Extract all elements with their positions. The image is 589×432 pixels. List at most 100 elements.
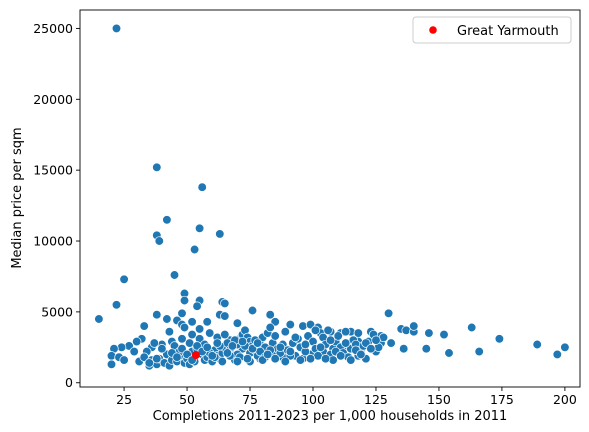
data-point xyxy=(202,317,212,327)
data-point xyxy=(336,351,346,361)
x-tick-label: 25 xyxy=(116,392,132,407)
data-point xyxy=(215,229,225,239)
data-point xyxy=(132,336,142,347)
plot-frame xyxy=(79,9,581,388)
x-tick-label: 125 xyxy=(364,392,388,407)
data-point xyxy=(300,339,311,350)
data-point xyxy=(220,311,230,321)
data-point xyxy=(424,328,434,338)
data-point xyxy=(207,351,217,361)
data-point xyxy=(263,349,273,360)
data-point xyxy=(242,354,253,364)
data-point xyxy=(366,344,376,354)
y-tick-label: 5000 xyxy=(41,304,73,319)
data-point xyxy=(320,354,331,364)
data-point xyxy=(341,327,351,337)
data-point xyxy=(179,322,190,333)
data-point xyxy=(162,314,172,324)
data-point xyxy=(232,356,243,367)
data-point xyxy=(187,317,197,327)
data-point xyxy=(290,332,301,343)
data-point xyxy=(341,338,351,348)
data-point xyxy=(119,274,129,284)
highlight-points xyxy=(191,351,200,360)
data-point xyxy=(399,344,409,354)
data-point xyxy=(220,298,230,309)
data-point xyxy=(111,300,122,310)
data-point xyxy=(467,322,477,333)
data-point xyxy=(172,352,182,362)
data-point xyxy=(194,223,205,233)
data-point xyxy=(232,318,243,328)
data-point xyxy=(157,344,167,354)
data-point xyxy=(197,182,207,192)
data-point xyxy=(356,349,366,360)
data-point xyxy=(139,321,149,331)
data-point xyxy=(247,305,258,316)
data-point xyxy=(444,348,454,358)
data-point xyxy=(227,341,238,351)
data-point xyxy=(265,310,275,320)
y-tick-label: 15000 xyxy=(33,163,73,178)
data-point xyxy=(328,355,338,365)
data-point xyxy=(371,335,381,345)
data-point xyxy=(401,325,411,335)
data-point xyxy=(386,338,396,348)
data-point xyxy=(560,342,570,352)
y-tick-label: 25000 xyxy=(33,21,73,36)
legend-frame xyxy=(412,16,572,44)
data-point xyxy=(270,331,280,341)
data-point xyxy=(205,328,215,338)
data-point xyxy=(106,351,117,361)
data-point xyxy=(346,355,356,365)
plot-background xyxy=(80,10,580,387)
data-point xyxy=(275,342,285,352)
data-point xyxy=(315,342,326,352)
data-point xyxy=(333,331,343,341)
data-point xyxy=(194,324,205,334)
data-point xyxy=(310,325,321,335)
data-point xyxy=(202,342,212,352)
data-point xyxy=(106,359,117,369)
data-point xyxy=(280,356,290,367)
data-point xyxy=(217,356,227,367)
data-point xyxy=(285,319,295,330)
data-point xyxy=(474,346,484,357)
data-point xyxy=(119,355,129,365)
data-point xyxy=(222,348,233,358)
data-point xyxy=(421,344,431,354)
data-point xyxy=(252,338,263,348)
data-point xyxy=(280,327,290,337)
data-point xyxy=(192,301,202,311)
data-point xyxy=(532,339,542,350)
data-point xyxy=(409,321,419,331)
x-tick-label: 50 xyxy=(179,392,195,407)
y-tick-label: 0 xyxy=(65,375,73,390)
x-tick-label: 200 xyxy=(553,392,577,407)
data-point xyxy=(164,327,175,337)
data-point xyxy=(169,270,180,280)
data-point xyxy=(189,244,200,255)
x-tick-label: 150 xyxy=(427,392,451,407)
data-point xyxy=(177,334,187,344)
x-axis-ticks: 25 50 75 100 125 150 175 200 xyxy=(116,387,577,407)
y-tick-label: 20000 xyxy=(33,92,73,107)
data-point xyxy=(220,329,230,340)
data-point xyxy=(323,325,333,335)
data-point xyxy=(144,358,154,368)
data-point xyxy=(149,338,159,348)
data-point xyxy=(129,346,139,357)
highlight-point xyxy=(191,351,200,360)
data-point xyxy=(325,335,336,345)
data-point xyxy=(212,338,222,348)
data-point xyxy=(552,349,562,360)
data-point xyxy=(383,308,394,318)
data-point xyxy=(179,295,190,306)
data-point xyxy=(154,236,164,246)
data-point xyxy=(237,336,248,347)
data-point xyxy=(295,355,306,365)
data-point xyxy=(177,308,187,318)
data-point xyxy=(265,322,275,333)
data-point xyxy=(162,215,172,225)
